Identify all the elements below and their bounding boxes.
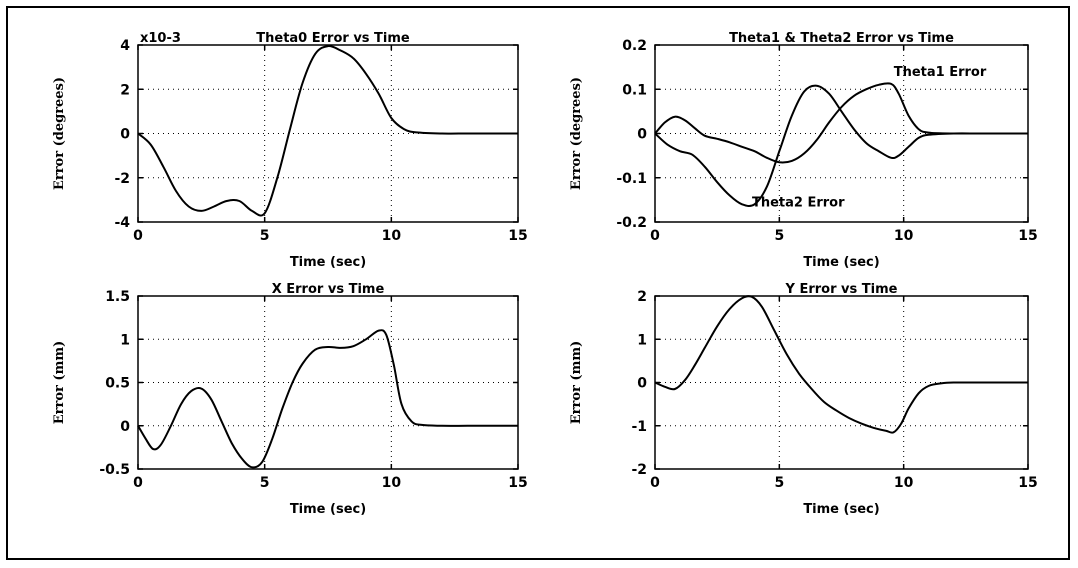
panel-1-xtick-label-0: 0 [133, 228, 143, 244]
panel-2-title: Theta1 & Theta2 Error vs Time [729, 31, 954, 46]
panel-3-series-1-line [137, 329, 518, 469]
panel-1-ytick-label-0: 0 [120, 127, 130, 143]
panel-1-xtick-label-5: 5 [260, 228, 270, 244]
panel-4-ytick-label-1: -1 [631, 419, 647, 435]
panel-2-xtick-label-0: 0 [650, 228, 660, 244]
panel-1-xlabel: Time (sec) [290, 255, 366, 270]
panel-2-ylabel: Error (degrees) [569, 77, 584, 190]
panel-3-ytick-label-1-5: 1.5 [105, 289, 130, 305]
panel-1-ytick-label-4: 4 [120, 38, 130, 54]
panel-3-xtick-label-5: 5 [260, 475, 270, 491]
panel-3-xtick-label-15: 15 [508, 475, 527, 491]
panel-4-xlabel: Time (sec) [803, 502, 879, 517]
panel-4-xtick-label-10: 10 [894, 475, 914, 491]
panel-2-ytick-label-0: 0 [637, 127, 647, 143]
panel-3-xtick-label-10: 10 [382, 475, 402, 491]
panel-1-ytick-label-2: 2 [120, 82, 130, 98]
panel-1-series-1-line [137, 45, 518, 217]
panel-3-xtick-label-0: 0 [133, 475, 143, 491]
panel-2-series-theta2-error-line [654, 84, 1028, 208]
panel-1-xtick-label-10: 10 [382, 228, 402, 244]
figure-frame: 0 5 10 15 -4 -2 0 2 4 x10-3 Theta0 Error vs Time Ti… [6, 6, 1070, 560]
panel-3-ytick-label-0-5: -0.5 [99, 462, 130, 478]
panel-4-ytick-label-2: 2 [637, 289, 647, 305]
panel-2-ytick-label-0-2: -0.2 [616, 215, 647, 231]
panel-2-xtick-label-10: 10 [894, 228, 914, 244]
panel-3-ylabel: Error (mm) [52, 341, 67, 424]
panel-1: 0 5 10 15 -4 -2 0 2 4 x10-3 Theta0 Error vs Time Ti… [52, 31, 528, 270]
panel-4-ytick-label-2: -2 [631, 462, 647, 478]
panel-3-ytick-label-1: 1 [120, 332, 130, 348]
panel-4-title: Y Error vs Time [785, 282, 898, 297]
panel-2-annotation-theta2-error: Theta2 Error [752, 196, 845, 211]
panel-2-xtick-label-5: 5 [774, 228, 784, 244]
panel-4-xtick-label-15: 15 [1018, 475, 1037, 491]
panel-2-series-theta1-error-line [654, 82, 1028, 164]
panel-2-ytick-label-0-1: 0.1 [622, 82, 647, 98]
panel-4-series-1-line [654, 295, 1028, 434]
panel-4-ytick-label-0: 0 [637, 376, 647, 392]
panel-1-ylabel: Error (degrees) [52, 77, 67, 190]
panel-2-annotation-theta1-error: Theta1 Error [894, 65, 987, 80]
panel-4-ylabel: Error (mm) [569, 341, 584, 424]
panel-4: 0 5 10 15 -2 -1 0 1 2 Y Error vs Time Time (sec) Er… [569, 282, 1038, 517]
panel-4-ytick-label-1: 1 [637, 332, 647, 348]
panel-3-title: X Error vs Time [272, 282, 385, 297]
panel-1-ytick-label-4: -4 [114, 215, 130, 231]
panel-2-xlabel: Time (sec) [803, 255, 879, 270]
panel-2-xtick-label-15: 15 [1018, 228, 1037, 244]
panel-2-ytick-label-0-1: -0.1 [616, 171, 647, 187]
panel-2-ytick-label-0-2: 0.2 [622, 38, 647, 54]
panel-1-xtick-label-15: 15 [508, 228, 527, 244]
panel-1-ytick-label-2: -2 [114, 171, 130, 187]
panel-1-exponent-label: x10-3 [140, 31, 181, 46]
panel-4-xtick-label-0: 0 [650, 475, 660, 491]
panel-4-xtick-label-5: 5 [774, 475, 784, 491]
panel-3-ytick-label-0: 0 [120, 419, 130, 435]
panel-3-ytick-label-0-5: 0.5 [105, 376, 130, 392]
panel-3-xlabel: Time (sec) [290, 502, 366, 517]
panel-2: 0 5 10 15 -0.2 -0.1 0 0.1 0.2 Theta1 & Theta2 Err… [569, 31, 1038, 270]
panel-1-title: Theta0 Error vs Time [256, 31, 410, 46]
